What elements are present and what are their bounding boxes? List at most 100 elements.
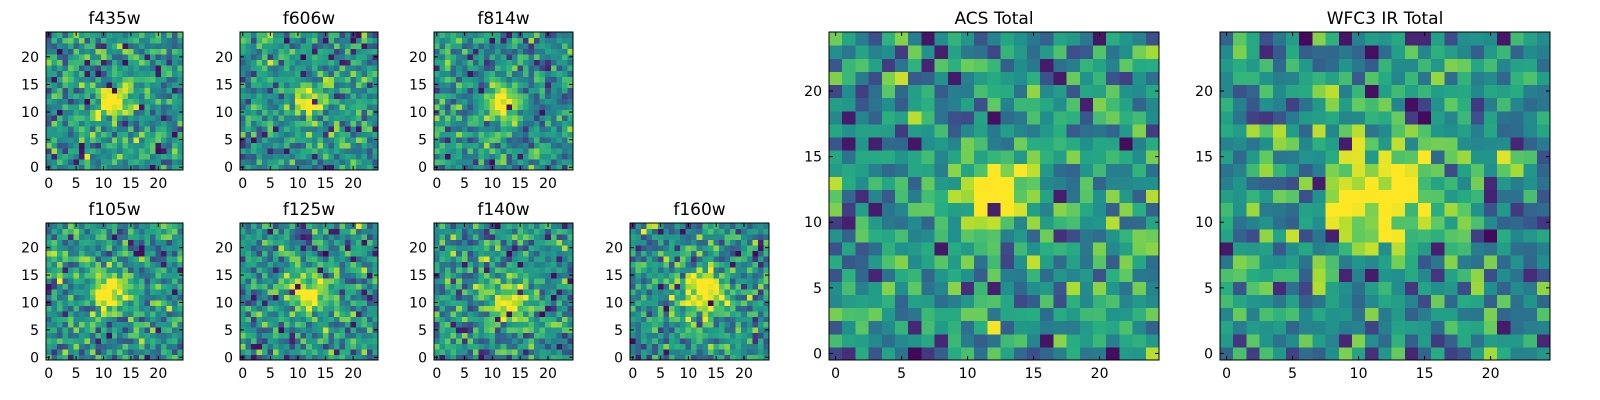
heatmap-cell	[295, 48, 302, 55]
heatmap-cell	[652, 255, 659, 262]
heatmap-cell	[361, 43, 368, 50]
heatmap-cell	[67, 48, 74, 55]
heatmap-cell	[696, 354, 703, 361]
y-tick-label: 15	[605, 268, 623, 284]
heatmap-cell	[350, 70, 357, 77]
heatmap-cell	[262, 54, 269, 61]
heatmap-cell	[111, 283, 118, 290]
heatmap-cell	[361, 142, 368, 149]
heatmap-cell	[635, 255, 642, 262]
heatmap-cell	[500, 354, 507, 361]
heatmap-cell	[256, 65, 263, 72]
y-tick-label: 10	[409, 105, 427, 121]
heatmap-cell	[522, 250, 530, 257]
heatmap-cell	[500, 250, 507, 257]
heatmap-cell	[100, 244, 107, 251]
heatmap-cell	[752, 239, 759, 246]
heatmap-cell	[657, 327, 664, 334]
heatmap-cell	[267, 147, 274, 155]
heatmap-cell	[256, 310, 263, 317]
heatmap-cell	[350, 136, 357, 143]
heatmap-cell	[445, 32, 452, 39]
heatmap-cell	[1093, 202, 1107, 217]
heatmap-cell	[461, 343, 468, 350]
y-tick-label: 20	[409, 50, 427, 66]
heatmap-cell	[372, 305, 379, 312]
heatmap-cell	[707, 233, 714, 241]
heatmap-cell	[144, 109, 151, 116]
heatmap-cell	[273, 109, 280, 116]
heatmap-cell	[177, 87, 184, 94]
heatmap-cell	[467, 239, 474, 246]
heatmap-cell	[752, 233, 759, 241]
heatmap-cell	[366, 343, 374, 350]
heatmap-cell	[106, 37, 113, 44]
heatmap-cell	[295, 103, 302, 110]
heatmap-cell	[735, 305, 742, 312]
heatmap-cell	[495, 239, 502, 246]
heatmap-cell	[713, 255, 720, 262]
heatmap-cell	[311, 37, 318, 44]
heatmap-cell	[539, 131, 546, 138]
heatmap-cell	[155, 136, 162, 143]
heatmap-cell	[696, 239, 703, 246]
heatmap-cell	[439, 244, 446, 251]
heatmap-cell	[567, 277, 574, 284]
heatmap-cell	[829, 150, 843, 164]
heatmap-cell	[139, 59, 146, 66]
heatmap-cell	[1132, 241, 1147, 256]
heatmap-cell	[46, 142, 53, 149]
heatmap-cell	[306, 87, 313, 94]
heatmap-cell	[95, 147, 102, 155]
heatmap-cell	[539, 37, 546, 44]
heatmap-cell	[67, 283, 74, 290]
heatmap-cell	[361, 153, 368, 160]
heatmap-cell	[344, 43, 351, 50]
heatmap-cell	[267, 76, 274, 83]
heatmap-cell	[724, 272, 731, 279]
heatmap-cell	[630, 305, 637, 312]
heatmap-cell	[702, 349, 709, 356]
heatmap-cell	[256, 81, 263, 88]
heatmap-cell	[67, 109, 74, 116]
heatmap-cell	[489, 283, 496, 290]
heatmap-cell	[128, 261, 135, 268]
heatmap-cell	[122, 109, 129, 116]
heatmap-cell	[434, 250, 441, 257]
heatmap-cell	[467, 109, 474, 116]
heatmap-cell	[674, 321, 681, 328]
heatmap-cell	[51, 164, 58, 171]
heatmap-cell	[561, 109, 569, 116]
heatmap-cell	[718, 244, 726, 251]
heatmap-cell	[166, 103, 173, 110]
heatmap-cell	[317, 70, 324, 77]
heatmap-cell	[735, 316, 742, 323]
heatmap-cell	[306, 43, 313, 50]
heatmap-cell	[245, 32, 252, 39]
heatmap-cell	[741, 310, 748, 317]
heatmap-cell	[730, 338, 737, 345]
heatmap-cell	[467, 142, 474, 149]
heatmap-cell	[439, 147, 446, 155]
heatmap-cell	[517, 272, 524, 279]
heatmap-cell	[1145, 189, 1160, 204]
heatmap-cell	[322, 310, 329, 317]
heatmap-cell	[95, 131, 102, 138]
heatmap-cell	[763, 321, 770, 328]
heatmap-cell	[73, 266, 80, 273]
heatmap-cell	[696, 255, 703, 262]
heatmap-cell	[439, 343, 446, 350]
heatmap-cell	[472, 131, 480, 138]
heatmap-cell	[350, 299, 357, 306]
heatmap-cell	[128, 37, 135, 44]
heatmap-cell	[361, 114, 368, 121]
heatmap-cell	[84, 261, 91, 268]
heatmap-cell	[545, 349, 552, 356]
heatmap-cell	[139, 81, 146, 88]
heatmap-cell	[713, 299, 720, 306]
heatmap-cell	[528, 136, 535, 143]
heatmap-cell	[339, 98, 346, 105]
heatmap-cell	[355, 76, 363, 83]
heatmap-cell	[67, 92, 74, 99]
heatmap-cell	[539, 92, 546, 99]
